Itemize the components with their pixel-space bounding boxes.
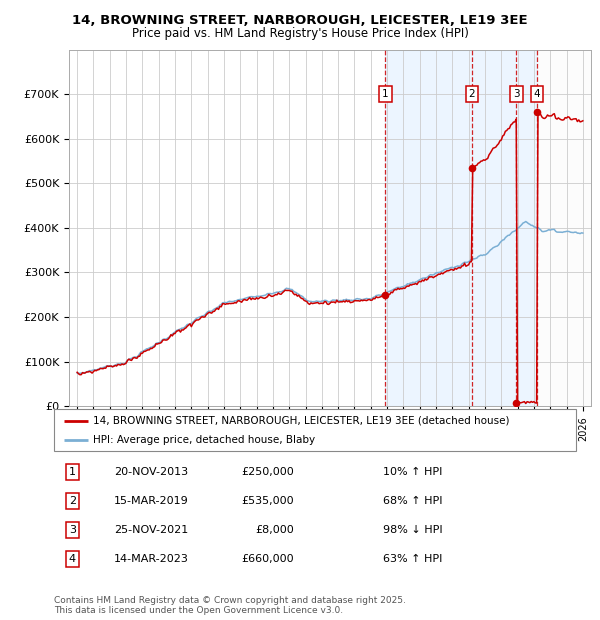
Text: 3: 3 (513, 89, 520, 99)
Text: 98% ↓ HPI: 98% ↓ HPI (383, 525, 442, 535)
Bar (537, 50, 600, 406)
Text: HPI: Average price, detached house, Blaby: HPI: Average price, detached house, Blab… (93, 435, 315, 445)
Text: 68% ↑ HPI: 68% ↑ HPI (383, 496, 442, 506)
Text: 2: 2 (469, 89, 475, 99)
Text: 20-NOV-2013: 20-NOV-2013 (114, 467, 188, 477)
Text: 15-MAR-2019: 15-MAR-2019 (114, 496, 189, 506)
Text: 14, BROWNING STREET, NARBOROUGH, LEICESTER, LE19 3EE (detached house): 14, BROWNING STREET, NARBOROUGH, LEICEST… (93, 415, 509, 425)
Text: 2: 2 (69, 496, 76, 506)
Text: £535,000: £535,000 (241, 496, 294, 506)
Bar (385, 50, 537, 406)
Text: 63% ↑ HPI: 63% ↑ HPI (383, 554, 442, 564)
Text: 4: 4 (534, 89, 541, 99)
Text: 25-NOV-2021: 25-NOV-2021 (114, 525, 188, 535)
Text: £250,000: £250,000 (241, 467, 294, 477)
Text: £660,000: £660,000 (241, 554, 294, 564)
Text: 14, BROWNING STREET, NARBOROUGH, LEICESTER, LE19 3EE: 14, BROWNING STREET, NARBOROUGH, LEICEST… (72, 14, 528, 27)
Text: 1: 1 (69, 467, 76, 477)
Text: 10% ↑ HPI: 10% ↑ HPI (383, 467, 442, 477)
Text: £8,000: £8,000 (256, 525, 294, 535)
Text: 4: 4 (69, 554, 76, 564)
Text: Price paid vs. HM Land Registry's House Price Index (HPI): Price paid vs. HM Land Registry's House … (131, 27, 469, 40)
Text: Contains HM Land Registry data © Crown copyright and database right 2025.
This d: Contains HM Land Registry data © Crown c… (54, 596, 406, 615)
Bar (537, 50, 600, 406)
Text: 1: 1 (382, 89, 389, 99)
Text: 14-MAR-2023: 14-MAR-2023 (114, 554, 189, 564)
Text: 3: 3 (69, 525, 76, 535)
